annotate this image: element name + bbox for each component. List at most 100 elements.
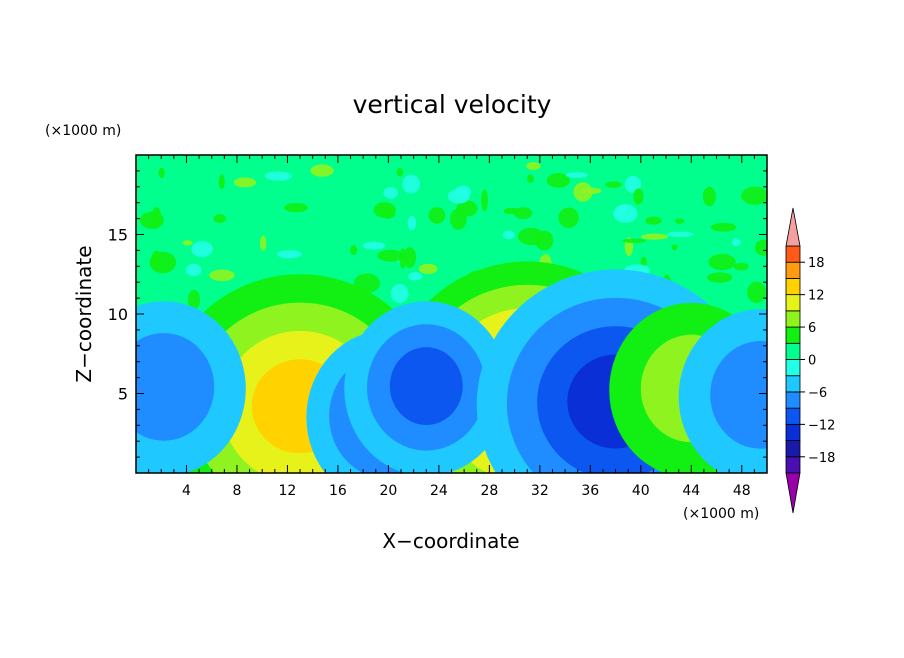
y-axis-label: Z−coordinate: [72, 245, 96, 382]
turbulence-patch: [640, 256, 647, 267]
colorbar-band: [785, 310, 801, 328]
turbulence-patch: [407, 215, 417, 231]
colorbar-band: [785, 326, 801, 344]
colorbar-min-arrow: [785, 472, 801, 514]
turbulence-patch: [708, 253, 736, 271]
turbulence-patch: [260, 235, 267, 251]
turbulence-patch: [362, 241, 386, 250]
turbulence-patch: [565, 172, 588, 178]
turbulence-patch: [373, 201, 396, 218]
turbulence-patch: [613, 204, 638, 223]
turbulence-patch: [754, 239, 767, 256]
turbulence-patch: [233, 177, 257, 188]
turbulence-patch: [182, 240, 193, 246]
turbulence-patch: [209, 269, 235, 282]
turbulence-patch: [402, 174, 421, 194]
turbulence-patch: [502, 230, 515, 240]
colorbar-tick-label: −18: [808, 451, 835, 466]
turbulence-patch: [390, 283, 409, 304]
colorbar: 18 12 6 0 −6 −12 −18: [785, 207, 835, 514]
x-tick-label: 44: [682, 483, 700, 499]
cell-band-4-2: [389, 347, 463, 425]
x-tick-label: 36: [581, 483, 599, 499]
colorbar-tick-label: 18: [808, 256, 825, 271]
colorbar-band: [785, 294, 801, 312]
turbulence-patch: [191, 240, 213, 258]
turbulence-patch: [158, 167, 165, 179]
cell-band-2-1: [136, 333, 215, 441]
turbulence-patch: [456, 200, 478, 217]
colorbar-tick-label: 6: [808, 321, 816, 336]
turbulence-patch: [185, 263, 202, 277]
turbulence-patch: [396, 168, 404, 177]
y-unit-label: (×1000 m): [45, 123, 121, 139]
turbulence-patch: [674, 218, 685, 224]
x-axis-label: X−coordinate: [382, 529, 519, 553]
colorbar-band: [785, 456, 801, 474]
colorbar-band: [785, 375, 801, 393]
turbulence-patch: [503, 207, 520, 215]
turbulence-patch: [218, 174, 225, 190]
x-unit-label: (×1000 m): [683, 506, 759, 522]
y-tick-label: 15: [108, 226, 128, 245]
turbulence-patch: [645, 216, 662, 225]
colorbar-band: [785, 423, 801, 441]
turbulence-patch: [633, 188, 644, 205]
turbulence-patch: [666, 231, 694, 238]
turbulence-patch: [671, 244, 678, 251]
turbulence-patch: [580, 187, 602, 195]
turbulence-patch: [151, 250, 162, 271]
colorbar-band: [785, 342, 801, 360]
turbulence-patch: [377, 249, 404, 262]
turbulence-patch: [702, 186, 716, 207]
turbulence-patch: [277, 250, 302, 259]
y-tick-label: 5: [118, 385, 128, 404]
turbulence-patch: [399, 248, 407, 269]
x-tick-label: 40: [632, 483, 650, 499]
turbulence-patch: [310, 164, 334, 177]
contour-field: [136, 155, 767, 473]
turbulence-patch: [283, 203, 308, 213]
x-tick-label: 20: [379, 483, 397, 499]
x-tick-label: 12: [279, 483, 297, 499]
turbulence-patch: [403, 247, 417, 268]
turbulence-patch: [640, 233, 669, 240]
turbulence-patch: [418, 263, 438, 275]
colorbar-tick-label: 0: [808, 354, 816, 369]
turbulence-patch: [731, 238, 741, 247]
turbulence-patch: [558, 207, 579, 228]
colorbar-tick-label: −12: [808, 418, 835, 433]
turbulence-patch: [383, 186, 398, 199]
x-tick-label: 8: [232, 483, 241, 499]
turbulence-patch: [481, 189, 489, 212]
turbulence-patch: [527, 174, 534, 183]
turbulence-patch: [741, 186, 767, 205]
colorbar-band: [785, 407, 801, 425]
turbulence-patch: [447, 189, 470, 204]
cell-band-7-1: [710, 341, 767, 449]
turbulence-patch: [733, 262, 749, 271]
turbulence-patch: [408, 272, 423, 281]
colorbar-band: [785, 278, 801, 296]
colorbar-tick-label: −6: [808, 386, 827, 401]
turbulence-patch: [349, 245, 358, 255]
y-tick-label: 10: [108, 305, 128, 324]
colorbar-band: [785, 359, 801, 377]
turbulence-patch: [535, 230, 554, 251]
colorbar-band: [785, 440, 801, 458]
turbulence-patch: [428, 207, 446, 224]
turbulence-patch: [706, 272, 733, 283]
turbulence-patch: [151, 206, 162, 229]
turbulence-patch: [213, 214, 227, 224]
colorbar-band: [785, 391, 801, 409]
colorbar-band: [785, 245, 801, 263]
turbulence-patch: [187, 289, 201, 310]
x-tick-label: 16: [329, 483, 347, 499]
colorbar-band: [785, 261, 801, 279]
turbulence-patch: [621, 238, 647, 243]
turbulence-patch: [605, 181, 622, 188]
x-tick-label: 28: [480, 483, 498, 499]
